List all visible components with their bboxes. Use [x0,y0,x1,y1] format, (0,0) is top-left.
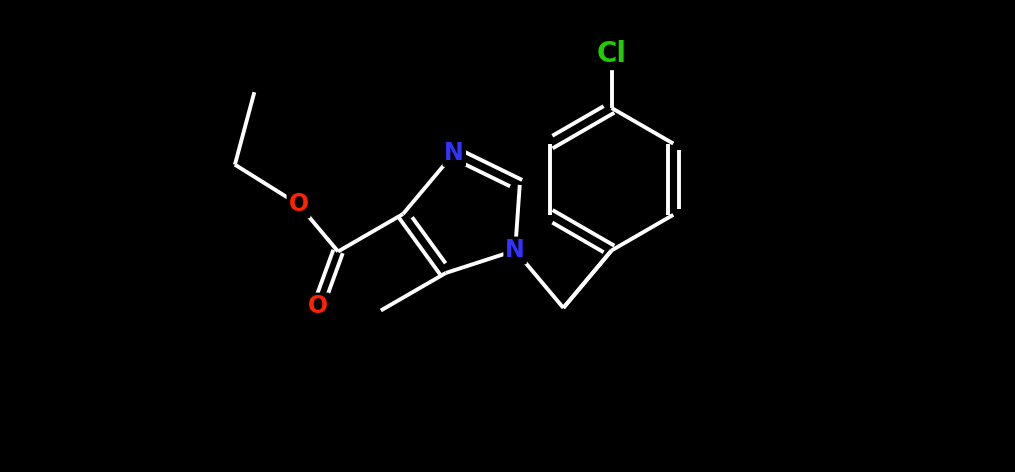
Text: N: N [445,141,464,165]
Text: N: N [505,238,525,262]
Text: O: O [288,193,309,216]
Text: Cl: Cl [597,40,626,68]
Text: O: O [308,295,328,319]
